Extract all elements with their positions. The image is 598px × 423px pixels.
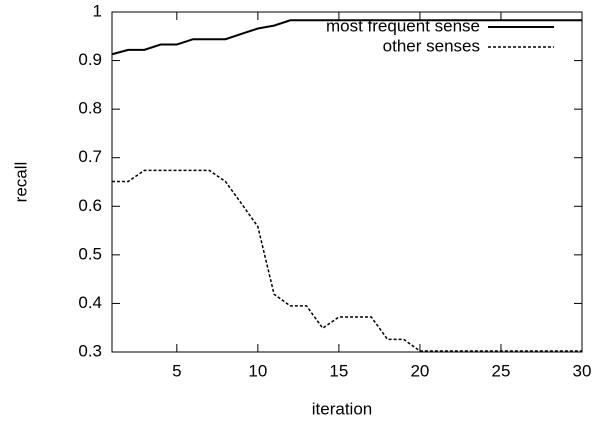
x-axis-label: iteration: [312, 399, 372, 418]
x-tick-label: 5: [172, 361, 181, 380]
y-axis-label: recall: [11, 162, 30, 203]
plot-frame: [111, 11, 583, 353]
y-tick-label: 1: [93, 1, 102, 20]
x-tick-label: 30: [573, 361, 592, 380]
y-tick-label: 0.3: [78, 341, 102, 360]
y-tick-label: 0.4: [78, 293, 102, 312]
legend-label: most frequent sense: [326, 16, 480, 35]
x-tick-label: 20: [410, 361, 429, 380]
y-tick-label: 0.8: [78, 99, 102, 118]
data-line: [111, 19, 582, 56]
x-tick-label: 15: [329, 361, 348, 380]
x-tick-label: 10: [248, 361, 267, 380]
y-tick-label: 0.9: [78, 50, 102, 69]
y-tick-label: 0.7: [78, 147, 102, 166]
legend-label: other senses: [383, 36, 480, 55]
data-line: [112, 169, 582, 352]
y-tick-label: 0.5: [78, 244, 102, 263]
x-tick-label: 25: [492, 361, 511, 380]
y-tick-label: 0.6: [78, 196, 102, 215]
